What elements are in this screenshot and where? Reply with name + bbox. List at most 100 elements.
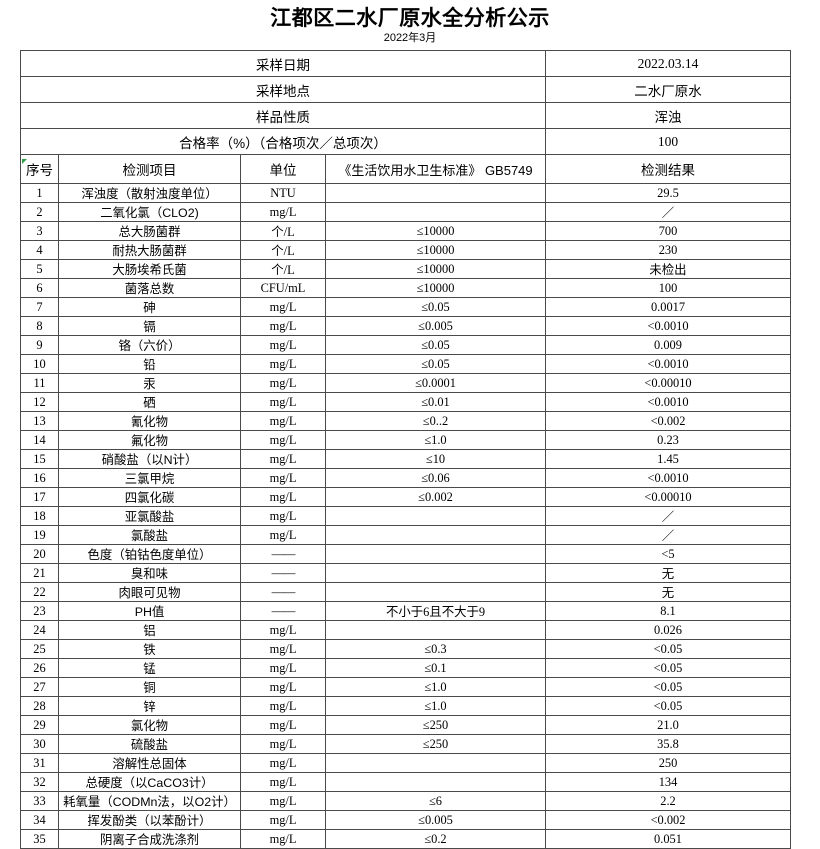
row-result: <0.0010 [545,354,791,374]
row-index: 20 [20,544,59,564]
row-unit: —— [240,601,326,621]
row-unit: CFU/mL [240,278,326,298]
row-index: 18 [20,506,59,526]
row-unit: —— [240,563,326,583]
meta-value-3: 100 [545,128,791,155]
row-standard: ≤0.3 [325,639,546,659]
row-unit: mg/L [240,639,326,659]
report-page: 江都区二水厂原水全分析公示 2022年3月 采样日期 2022.03.14 采样地点… [0,6,820,849]
row-unit: mg/L [240,487,326,507]
page-title: 江都区二水厂原水全分析公示 [270,7,550,30]
row-index: 15 [20,449,59,469]
column-header-standard: 《生活饮用水卫生标准》 GB5749 [325,154,546,184]
table-row: 34 挥发酚类（以苯酚计） mg/L ≤0.005 <0.002 [20,810,791,830]
table-row: 3 总大肠菌群 个/L ≤10000 700 [20,221,791,241]
row-item-name: 铁 [58,639,241,659]
row-standard: ≤0.2 [325,829,546,849]
row-item-name: 菌落总数 [58,278,241,298]
row-unit: mg/L [240,468,326,488]
column-header-index: 序号 [20,154,59,184]
meta-label-0: 采样日期 [20,50,546,77]
row-index: 28 [20,696,59,716]
column-header-item: 检测项目 [58,154,241,184]
table-row: 35 阴离子合成洗涤剂 mg/L ≤0.2 0.051 [20,829,791,849]
row-result: 0.051 [545,829,791,849]
table-row: 25 铁 mg/L ≤0.3 <0.05 [20,639,791,659]
row-index: 10 [20,354,59,374]
row-item-name: 耗氧量（CODMn法，以O2计） [58,791,241,811]
row-item-name: 阴离子合成洗涤剂 [58,829,241,849]
row-standard [325,563,546,583]
row-standard: ≤1.0 [325,430,546,450]
row-unit: mg/L [240,411,326,431]
row-index: 4 [20,240,59,260]
table-row: 12 硒 mg/L ≤0.01 <0.0010 [20,392,791,412]
row-result: 700 [545,221,791,241]
row-standard [325,582,546,602]
row-index: 22 [20,582,59,602]
row-item-name: 镉 [58,316,241,336]
table-row: 26 锰 mg/L ≤0.1 <0.05 [20,658,791,678]
row-unit: mg/L [240,335,326,355]
row-result: ／ [545,202,791,222]
row-result: ／ [545,506,791,526]
row-item-name: 汞 [58,373,241,393]
row-index: 2 [20,202,59,222]
row-unit: mg/L [240,829,326,849]
row-item-name: 铜 [58,677,241,697]
row-index: 32 [20,772,59,792]
row-result: <0.05 [545,658,791,678]
row-index: 23 [20,601,59,621]
water-analysis-table: 采样日期 2022.03.14 采样地点 二水厂原水 样品性质 浑浊 合格率（%）（合格项次… [20,50,791,849]
row-standard: ≤10000 [325,259,546,279]
row-result: 29.5 [545,183,791,203]
row-result: 35.8 [545,734,791,754]
row-result: <0.05 [545,696,791,716]
row-result: 1.45 [545,449,791,469]
row-unit: mg/L [240,753,326,773]
row-unit: mg/L [240,525,326,545]
row-item-name: 铝 [58,620,241,640]
row-item-name: 硫酸盐 [58,734,241,754]
table-row: 18 亚氯酸盐 mg/L ／ [20,506,791,526]
row-result: <0.0010 [545,468,791,488]
row-index: 11 [20,373,59,393]
row-index: 34 [20,810,59,830]
table-row: 9 铬（六价） mg/L ≤0.05 0.009 [20,335,791,355]
row-unit: mg/L [240,316,326,336]
table-row: 2 二氧化氯（CLO2) mg/L ／ [20,202,791,222]
table-row: 29 氯化物 mg/L ≤250 21.0 [20,715,791,735]
row-result: 无 [545,582,791,602]
row-unit: 个/L [240,221,326,241]
table-row: 7 砷 mg/L ≤0.05 0.0017 [20,297,791,317]
row-index: 8 [20,316,59,336]
row-result: 21.0 [545,715,791,735]
row-standard: ≤250 [325,734,546,754]
row-item-name: 色度（铂钴色度单位） [58,544,241,564]
row-standard: ≤0.05 [325,335,546,355]
row-standard [325,506,546,526]
row-index: 25 [20,639,59,659]
row-unit: —— [240,544,326,564]
row-item-name: 肉眼可见物 [58,582,241,602]
row-result: <0.00010 [545,487,791,507]
row-result: 2.2 [545,791,791,811]
table-row: 16 三氯甲烷 mg/L ≤0.06 <0.0010 [20,468,791,488]
row-standard [325,202,546,222]
row-index: 7 [20,297,59,317]
row-result: 100 [545,278,791,298]
row-unit: —— [240,582,326,602]
row-result: 230 [545,240,791,260]
row-result: 未检出 [545,259,791,279]
table-row: 28 锌 mg/L ≤1.0 <0.05 [20,696,791,716]
meta-value-1: 二水厂原水 [545,76,791,103]
table-row: 1 浑浊度（散射浊度单位） NTU 29.5 [20,183,791,203]
row-standard: ≤0.05 [325,297,546,317]
table-body: 采样日期 2022.03.14 采样地点 二水厂原水 样品性质 浑浊 合格率（%）（合格项次… [20,50,791,849]
meta-value-0: 2022.03.14 [545,50,791,77]
meta-row: 样品性质 浑浊 [20,102,791,129]
row-unit: mg/L [240,373,326,393]
row-unit: mg/L [240,658,326,678]
row-item-name: 硒 [58,392,241,412]
row-result: <0.002 [545,411,791,431]
